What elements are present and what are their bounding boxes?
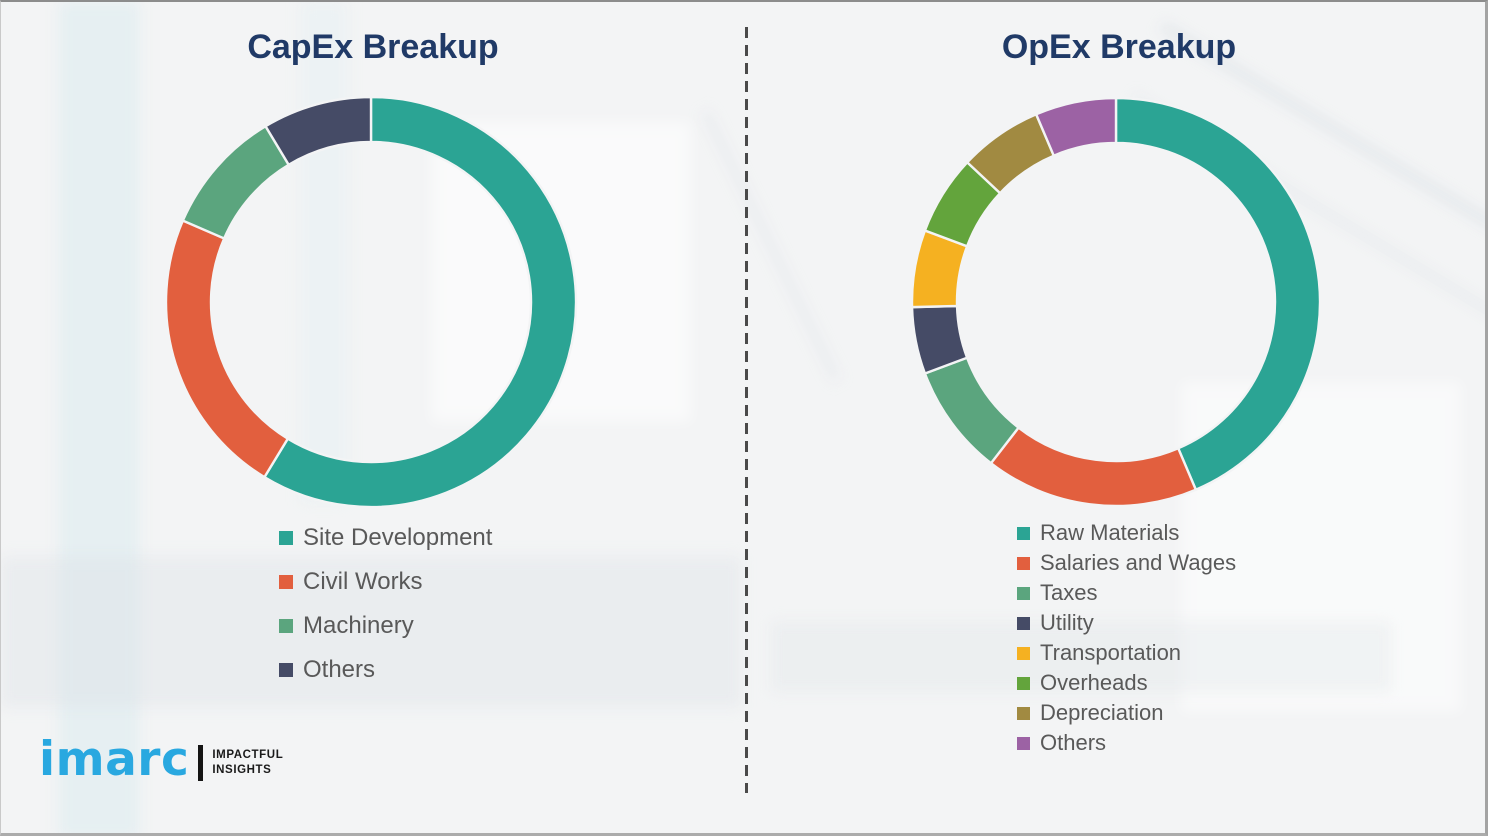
donut-segment-raw-materials [1114,96,1322,492]
watermark-shape [701,109,841,383]
imarc-logo-wordmark: imarc [39,732,190,787]
legend-label: Site Development [303,524,493,551]
legend-item-raw-materials: Raw Materials [1017,518,1236,548]
donut-segment-machinery [181,124,291,241]
legend-swatch [279,663,293,677]
capex-donut-chart [164,95,578,509]
legend-label: Utility [1040,610,1094,635]
opex-legend: Raw Materials Salaries and Wages Taxes Util… [1017,518,1236,758]
legend-item-overheads: Overheads [1017,668,1236,698]
legend-item-utility: Utility [1017,608,1236,638]
donut-segment-taxes [923,356,1021,465]
legend-item-depreciation: Depreciation [1017,698,1236,728]
legend-swatch [1017,556,1030,570]
legend-item-machinery: Machinery [279,604,492,648]
legend-swatch [1017,586,1030,600]
legend-label: Depreciation [1040,700,1164,725]
legend-swatch [1017,646,1030,660]
legend-item-transportation: Transportation [1017,638,1236,668]
legend-item-others: Others [1017,728,1236,758]
legend-label: Transportation [1040,640,1182,665]
capex-legend: Site Development Civil Works Machinery Othe… [279,516,492,692]
opex-donut-chart [910,96,1322,508]
donut-segment-site-development [262,95,578,509]
legend-label: Overheads [1040,670,1148,695]
logo-tagline: IMPACTFUL INSIGHTS [212,748,283,778]
legend-label: Civil Works [303,568,423,595]
donut-segment-salaries-and-wages [989,425,1198,508]
donut-segment-others [263,95,373,167]
legend-swatch [1017,526,1030,540]
watermark-shape [59,2,139,833]
legend-label: Taxes [1040,580,1098,605]
legend-swatch [1017,676,1030,690]
legend-label: Others [1040,730,1107,755]
capex-title: CapEx Breakup [247,28,499,66]
legend-item-taxes: Taxes [1017,578,1236,608]
legend-swatch [1017,616,1030,630]
legend-label: Salaries and Wages [1040,550,1237,575]
legend-swatch [279,619,293,633]
opex-title: OpEx Breakup [1001,28,1237,66]
logo-divider-bar [198,744,204,781]
donut-segment-others [1034,96,1118,158]
divider-dashed-line [745,27,748,793]
legend-item-others: Others [279,648,492,692]
legend-swatch [1017,706,1030,720]
logo-tagline-line2: INSIGHTS [212,763,272,776]
legend-label: Machinery [303,612,414,639]
legend-swatch [1017,736,1030,750]
legend-item-civil-works: Civil Works [279,560,492,604]
donut-segment-civil-works [164,219,290,479]
legend-swatch [279,531,293,545]
logo-tagline-line1: IMPACTFUL [212,748,284,761]
legend-label: Others [303,656,376,683]
legend-item-salaries-and-wages: Salaries and Wages [1017,548,1236,578]
imarc-logo: imarc IMPACTFUL INSIGHTS [39,736,283,783]
legend-item-site-development: Site Development [279,516,492,560]
legend-swatch [279,575,293,589]
legend-label: Raw Materials [1040,520,1180,545]
